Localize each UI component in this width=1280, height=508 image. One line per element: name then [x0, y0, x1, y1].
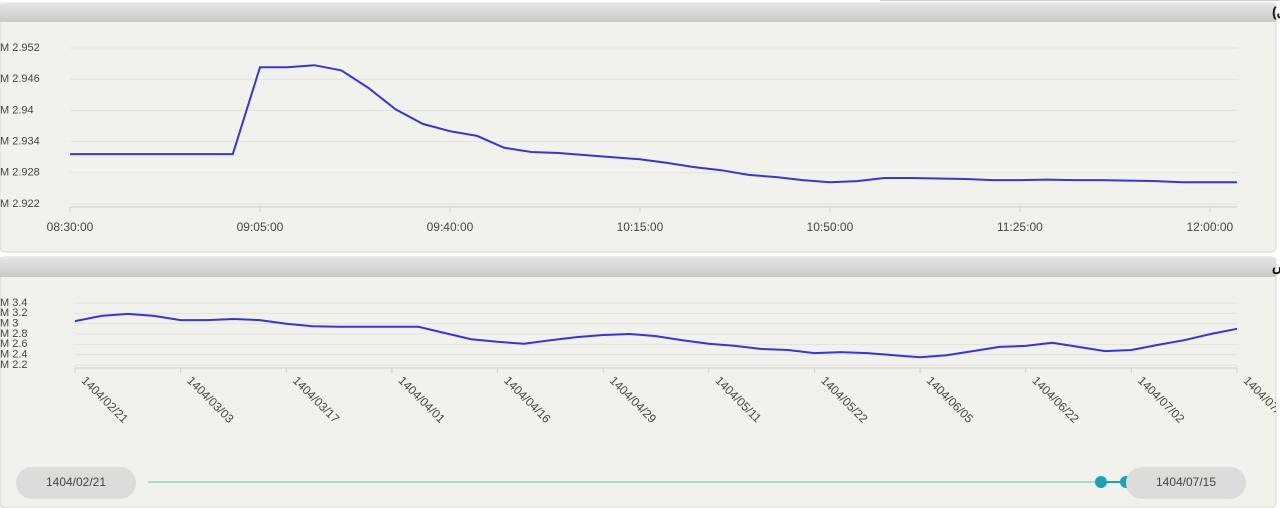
y-tick-label: M 2.946: [0, 73, 40, 85]
y-tick-label: M 2.934: [0, 136, 40, 148]
x-tick-label: 11:25:00: [997, 220, 1043, 234]
start-date-box[interactable]: [16, 467, 136, 499]
y-tick-label: M 2.952: [0, 42, 40, 54]
panel-title: نمودار شاخص: [1272, 258, 1280, 275]
y-tick-label: M 3.4: [0, 297, 28, 309]
start-date: 1404/02/21: [46, 475, 106, 489]
y-tick-label: M 2.94: [0, 104, 34, 116]
panel-title: شاخص کل (آخرین روز معاملاتی): [1272, 3, 1280, 21]
x-tick-label: 09:05:00: [237, 220, 284, 234]
slider-handle[interactable]: [1095, 476, 1107, 488]
x-tick-label: 09:40:00: [427, 220, 474, 234]
panel-header: [0, 3, 1276, 22]
x-tick-label: 10:15:00: [617, 220, 664, 234]
panel: [0, 2, 1277, 253]
end-date: 1404/07/15: [1156, 475, 1216, 489]
y-tick-label: M 2.4: [0, 349, 28, 361]
panel-header: [0, 257, 1276, 277]
end-date-box[interactable]: [1126, 467, 1246, 499]
y-tick-label: M 2.6: [0, 338, 28, 350]
y-tick-label: M 3: [0, 318, 18, 330]
y-tick-label: M 2.8: [0, 328, 28, 340]
index-line: [70, 64, 1237, 184]
chart: M 2.922 M 2.928 M 2.934 M 2.94 M 2.946 M 2.95…: [0, 42, 1237, 234]
y-tick-label: M 2.928: [0, 167, 40, 179]
y-tick-label: M 3.2: [0, 307, 28, 319]
x-tick-label: 12:00:00: [1187, 220, 1234, 234]
x-tick-label: 10:50:00: [807, 220, 854, 234]
y-tick-label: M 2.922: [0, 198, 40, 210]
x-tick-label: 08:30:00: [47, 220, 94, 234]
y-tick-label: M 2.2: [0, 359, 28, 371]
index-line: [74, 312, 1238, 359]
